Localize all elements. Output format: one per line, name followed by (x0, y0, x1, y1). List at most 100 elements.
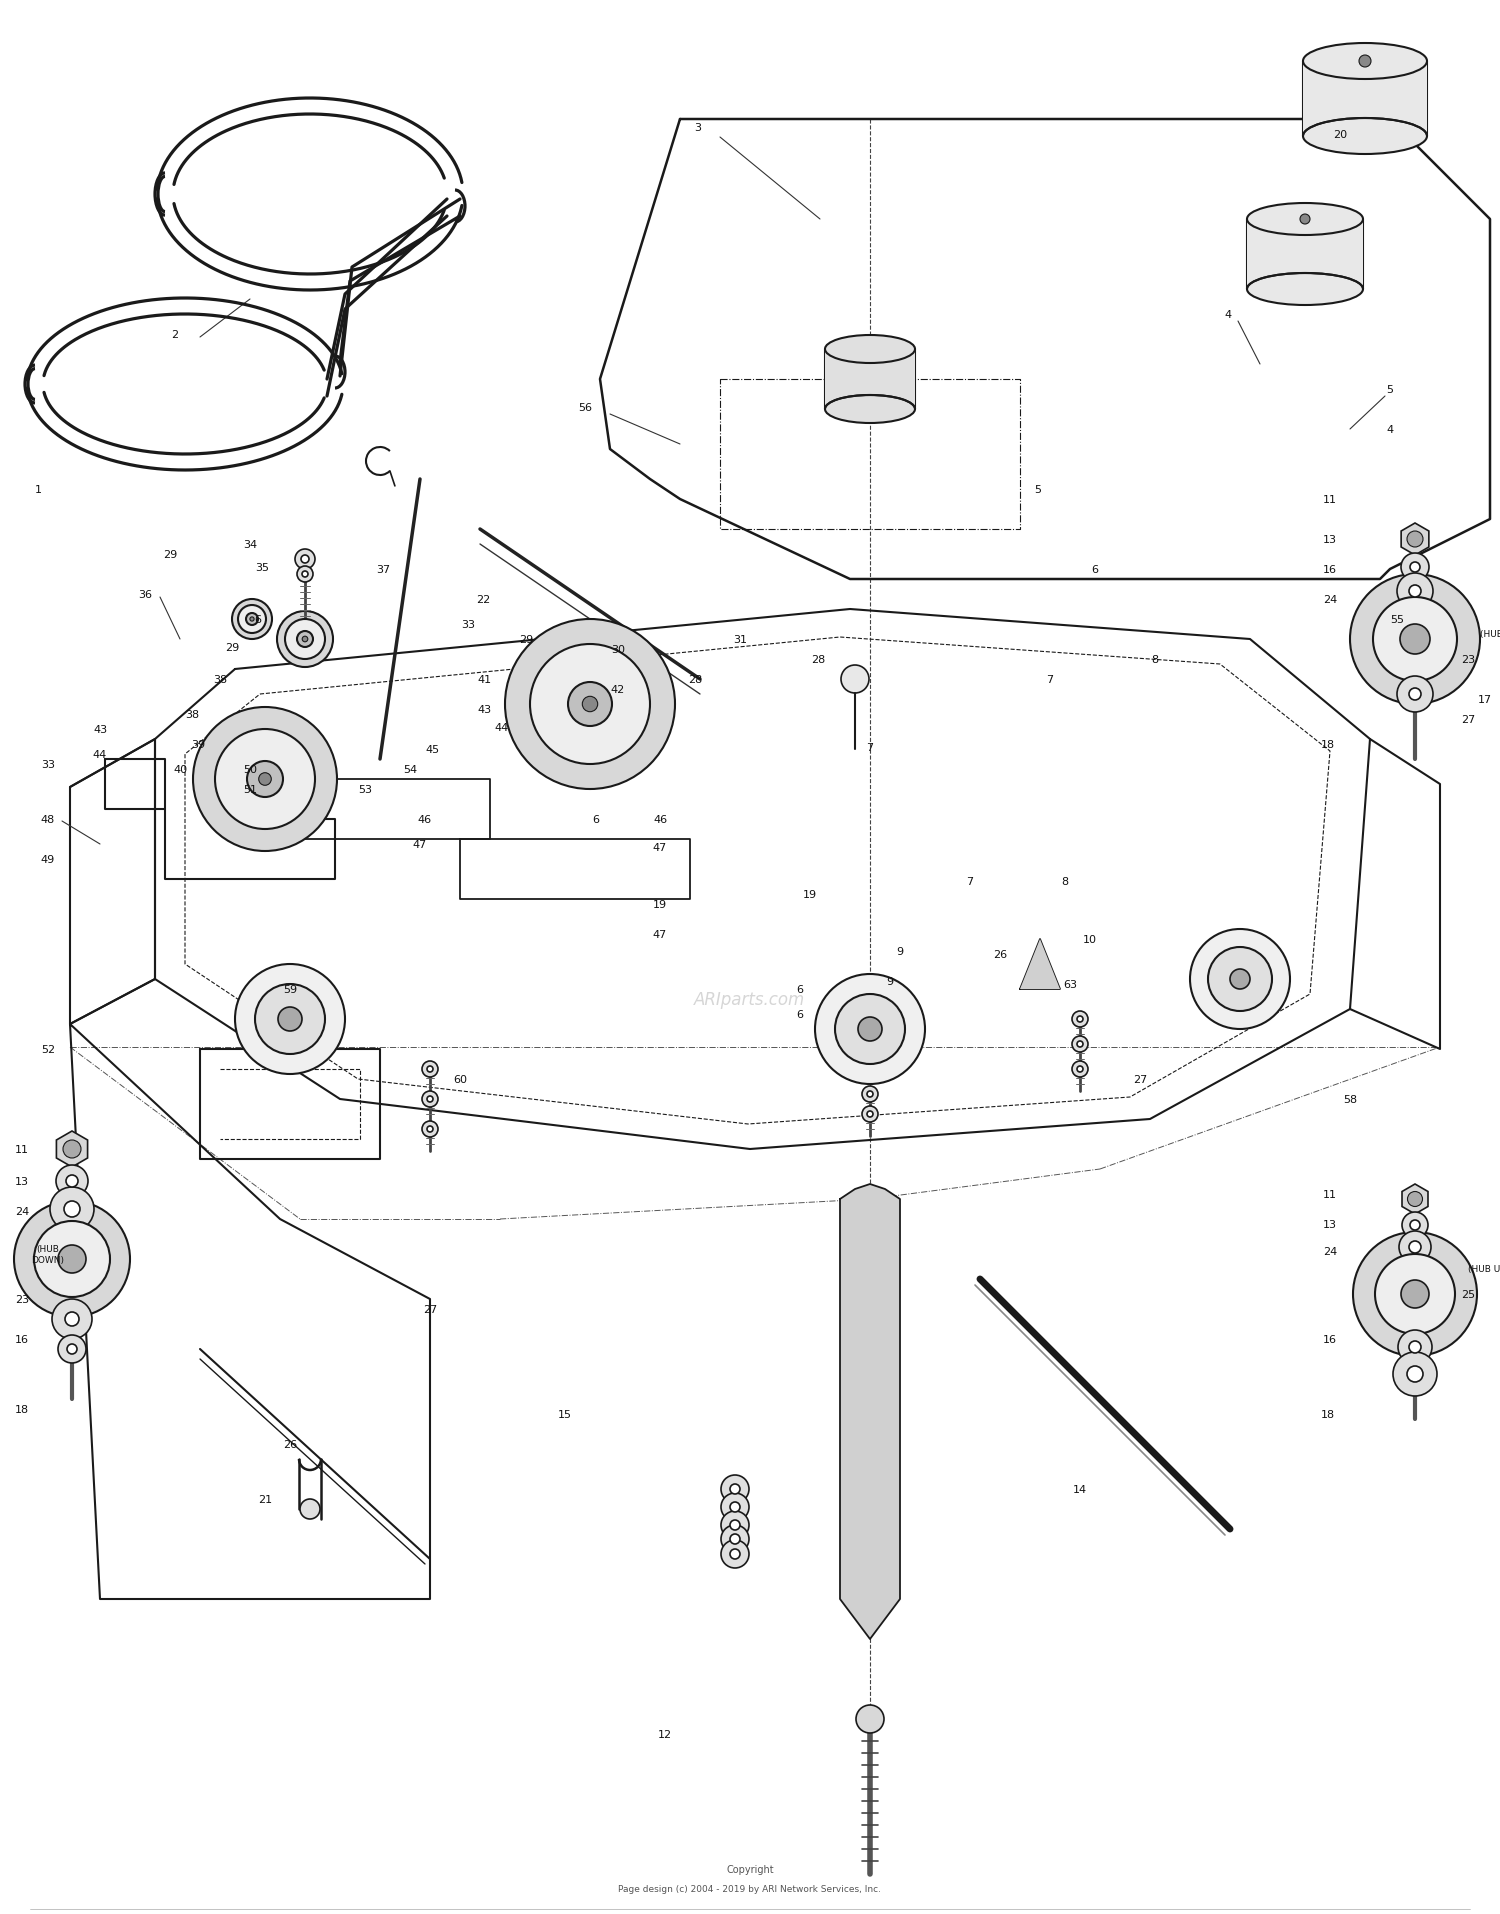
Circle shape (862, 1106, 877, 1122)
Text: (HUB UP): (HUB UP) (1468, 1265, 1500, 1275)
Circle shape (64, 1313, 80, 1326)
Circle shape (427, 1066, 433, 1072)
Circle shape (1300, 214, 1310, 224)
Circle shape (836, 995, 904, 1064)
Polygon shape (57, 1131, 87, 1168)
Text: 5: 5 (1035, 484, 1041, 494)
Text: 17: 17 (1478, 695, 1492, 704)
Circle shape (506, 620, 675, 790)
Text: 34: 34 (243, 540, 256, 549)
Text: 24: 24 (15, 1206, 28, 1217)
Text: 7: 7 (1047, 674, 1053, 685)
Text: 9: 9 (897, 947, 903, 957)
Text: 26: 26 (284, 1439, 297, 1449)
Circle shape (730, 1502, 740, 1512)
Bar (825, 350, 915, 410)
Text: 9: 9 (886, 976, 894, 986)
Circle shape (297, 632, 314, 647)
Text: 40: 40 (172, 764, 188, 775)
Circle shape (297, 567, 314, 582)
Text: 25: 25 (1461, 1290, 1474, 1300)
Circle shape (422, 1062, 438, 1078)
Circle shape (856, 1705, 883, 1732)
Text: 23: 23 (15, 1294, 28, 1303)
Text: 33: 33 (40, 760, 56, 769)
Text: 44: 44 (93, 750, 106, 760)
Text: 48: 48 (40, 815, 56, 825)
Text: 27: 27 (423, 1303, 436, 1315)
Circle shape (722, 1476, 748, 1502)
Circle shape (255, 984, 326, 1055)
Polygon shape (1401, 524, 1429, 555)
Text: 49: 49 (40, 854, 56, 865)
Text: 18: 18 (15, 1405, 28, 1414)
Text: 54: 54 (404, 764, 417, 775)
Text: Copyright: Copyright (726, 1864, 774, 1874)
Text: 38: 38 (184, 710, 200, 720)
Circle shape (58, 1246, 86, 1273)
Circle shape (1190, 930, 1290, 1030)
Circle shape (248, 762, 284, 798)
Circle shape (1407, 1367, 1424, 1382)
Text: 4: 4 (1386, 425, 1394, 434)
Circle shape (1077, 1066, 1083, 1072)
Polygon shape (1020, 940, 1060, 990)
Text: 20: 20 (1334, 130, 1347, 140)
Circle shape (1077, 1016, 1083, 1022)
Text: 33: 33 (460, 620, 476, 630)
Circle shape (422, 1122, 438, 1137)
Ellipse shape (1304, 44, 1426, 80)
Circle shape (427, 1097, 433, 1102)
Text: 27: 27 (1461, 714, 1474, 725)
Circle shape (1350, 574, 1480, 704)
Text: 13: 13 (1323, 1219, 1336, 1229)
Circle shape (285, 620, 326, 660)
Circle shape (50, 1187, 94, 1231)
Text: 58: 58 (1342, 1095, 1358, 1104)
Circle shape (722, 1512, 748, 1539)
Text: 31: 31 (734, 635, 747, 645)
Circle shape (236, 965, 345, 1074)
Text: Page design (c) 2004 - 2019 by ARI Network Services, Inc.: Page design (c) 2004 - 2019 by ARI Netwo… (618, 1885, 882, 1893)
Text: 29: 29 (225, 643, 238, 653)
Text: 37: 37 (376, 565, 390, 574)
Text: 42: 42 (610, 685, 626, 695)
Circle shape (1407, 1192, 1422, 1208)
Text: 6: 6 (796, 1009, 804, 1020)
Text: 47: 47 (652, 930, 668, 940)
Text: 19: 19 (802, 890, 818, 900)
Ellipse shape (1246, 205, 1364, 235)
Text: 2: 2 (171, 329, 178, 341)
Circle shape (1400, 1231, 1431, 1263)
Circle shape (1401, 1280, 1429, 1309)
Circle shape (296, 549, 315, 570)
Text: 29: 29 (519, 635, 532, 645)
Circle shape (68, 1344, 76, 1355)
Text: 36: 36 (138, 590, 152, 599)
Circle shape (1072, 1037, 1088, 1053)
Circle shape (258, 773, 272, 787)
Text: 6: 6 (1092, 565, 1098, 574)
Circle shape (58, 1336, 86, 1363)
Text: 5: 5 (1386, 385, 1394, 394)
Text: 8: 8 (1152, 655, 1158, 664)
Ellipse shape (1304, 119, 1426, 155)
Circle shape (53, 1300, 92, 1340)
Bar (1304, 61, 1426, 138)
Text: 59: 59 (284, 984, 297, 995)
Circle shape (1394, 1353, 1437, 1397)
Text: 6: 6 (796, 984, 804, 995)
Text: 60: 60 (453, 1074, 466, 1085)
Circle shape (56, 1166, 88, 1198)
Circle shape (232, 599, 272, 639)
Text: 7: 7 (867, 743, 873, 752)
Text: 4: 4 (1224, 310, 1232, 320)
Circle shape (1410, 563, 1420, 572)
Text: 26: 26 (993, 949, 1006, 959)
Circle shape (302, 555, 309, 565)
Text: 28: 28 (812, 655, 825, 664)
Circle shape (1077, 1041, 1083, 1047)
Text: (HUB
DOWN): (HUB DOWN) (32, 1244, 64, 1263)
Circle shape (427, 1127, 433, 1133)
Circle shape (568, 683, 612, 727)
